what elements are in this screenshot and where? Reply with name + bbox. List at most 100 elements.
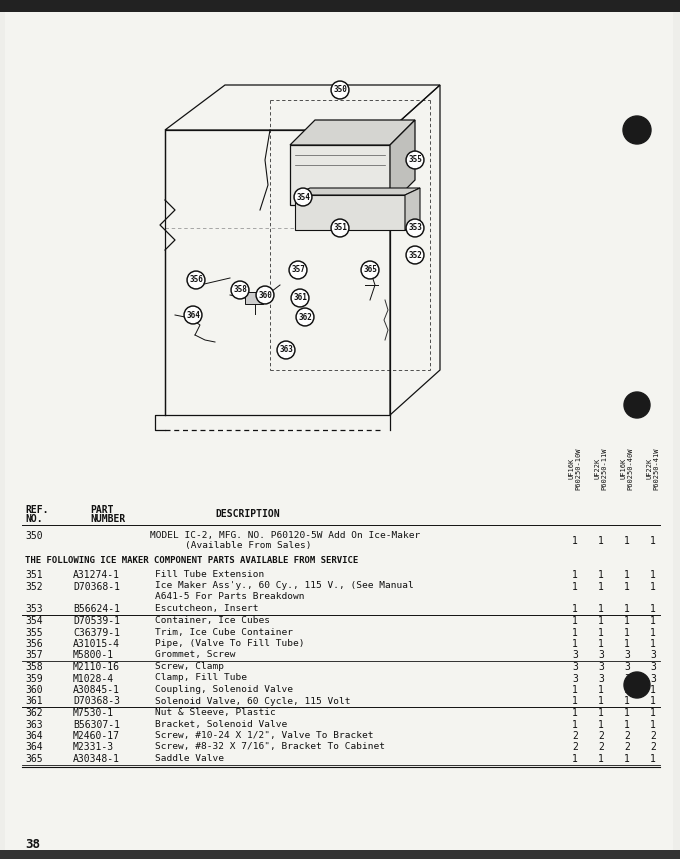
Text: REF.: REF.: [25, 505, 48, 515]
Text: 1: 1: [598, 708, 604, 718]
Text: A31274-1: A31274-1: [73, 570, 120, 580]
Polygon shape: [295, 195, 405, 230]
Text: 2: 2: [572, 731, 578, 741]
Circle shape: [333, 221, 347, 235]
Text: 355: 355: [408, 155, 422, 165]
Text: 355: 355: [25, 628, 43, 637]
Circle shape: [187, 271, 205, 289]
Polygon shape: [290, 145, 390, 205]
Text: Grommet, Screw: Grommet, Screw: [155, 650, 235, 660]
Text: 3: 3: [650, 673, 656, 684]
Text: 1: 1: [598, 605, 604, 614]
Text: Trim, Ice Cube Container: Trim, Ice Cube Container: [155, 628, 293, 637]
Text: 1: 1: [624, 685, 630, 695]
Circle shape: [256, 286, 274, 304]
Circle shape: [289, 261, 307, 279]
Text: 1: 1: [624, 708, 630, 718]
Text: 1: 1: [624, 720, 630, 729]
Text: 1: 1: [598, 754, 604, 764]
Text: 38: 38: [25, 838, 40, 851]
Text: 1: 1: [572, 616, 578, 626]
Text: 362: 362: [25, 708, 43, 718]
Text: PART: PART: [90, 505, 114, 515]
Text: 362: 362: [298, 313, 312, 321]
Circle shape: [188, 272, 203, 288]
Text: Ice Maker Ass'y., 60 Cy., 115 V., (See Manual: Ice Maker Ass'y., 60 Cy., 115 V., (See M…: [155, 582, 413, 590]
Circle shape: [361, 261, 379, 279]
Text: Clamp, Fill Tube: Clamp, Fill Tube: [155, 673, 247, 683]
Text: 1: 1: [650, 639, 656, 649]
Circle shape: [406, 219, 424, 237]
Text: 1: 1: [650, 605, 656, 614]
Text: 3: 3: [598, 662, 604, 672]
Text: Nut & Sleeve, Plastic: Nut & Sleeve, Plastic: [155, 708, 276, 717]
Text: 1: 1: [598, 697, 604, 706]
Text: M1028-4: M1028-4: [73, 673, 114, 684]
Text: 1: 1: [650, 720, 656, 729]
Circle shape: [258, 288, 273, 302]
Text: 351: 351: [25, 570, 43, 580]
Text: 359: 359: [25, 673, 43, 684]
Circle shape: [277, 341, 295, 359]
Text: 3: 3: [650, 662, 656, 672]
Text: 1: 1: [572, 536, 578, 546]
Text: C36379-1: C36379-1: [73, 628, 120, 637]
Text: Bracket, Solenoid Valve: Bracket, Solenoid Valve: [155, 720, 287, 728]
Text: 1: 1: [624, 605, 630, 614]
Text: D70368-1: D70368-1: [73, 582, 120, 592]
Text: 1: 1: [598, 582, 604, 592]
Text: 3: 3: [572, 650, 578, 661]
Text: 2: 2: [572, 742, 578, 752]
Text: 1: 1: [650, 536, 656, 546]
Text: Fill Tube Extension: Fill Tube Extension: [155, 570, 265, 579]
Circle shape: [407, 153, 422, 168]
Text: 1: 1: [624, 628, 630, 637]
Text: 360: 360: [258, 290, 272, 300]
Text: 1: 1: [572, 685, 578, 695]
Text: 363: 363: [279, 345, 293, 355]
Text: 1: 1: [598, 628, 604, 637]
Text: 365: 365: [25, 754, 43, 764]
Text: 358: 358: [25, 662, 43, 672]
Text: 364: 364: [25, 742, 43, 752]
Text: 363: 363: [25, 720, 43, 729]
Circle shape: [331, 219, 349, 237]
Circle shape: [331, 81, 349, 99]
Text: 1: 1: [624, 616, 630, 626]
Text: Escutcheon, Insert: Escutcheon, Insert: [155, 605, 258, 613]
Text: 2: 2: [598, 742, 604, 752]
Text: 1: 1: [624, 697, 630, 706]
Text: 2: 2: [624, 731, 630, 741]
Text: 1: 1: [598, 570, 604, 580]
Text: 1: 1: [572, 605, 578, 614]
Text: B56307-1: B56307-1: [73, 720, 120, 729]
Text: 1: 1: [650, 697, 656, 706]
Text: M2110-16: M2110-16: [73, 662, 120, 672]
Text: Screw, #8-32 X 7/16", Bracket To Cabinet: Screw, #8-32 X 7/16", Bracket To Cabinet: [155, 742, 385, 752]
Text: 358: 358: [233, 285, 247, 295]
Text: 351: 351: [333, 223, 347, 233]
Text: M2331-3: M2331-3: [73, 742, 114, 752]
Circle shape: [186, 308, 201, 322]
Text: 353: 353: [25, 605, 43, 614]
Text: 356: 356: [25, 639, 43, 649]
Text: M5800-1: M5800-1: [73, 650, 114, 661]
Text: A30348-1: A30348-1: [73, 754, 120, 764]
Circle shape: [290, 263, 305, 277]
Text: Screw, #10-24 X 1/2", Valve To Bracket: Screw, #10-24 X 1/2", Valve To Bracket: [155, 731, 373, 740]
Circle shape: [362, 263, 377, 277]
Text: Saddle Valve: Saddle Valve: [155, 754, 224, 763]
Circle shape: [623, 116, 651, 144]
Circle shape: [624, 672, 650, 698]
Text: UF22K
P60250-41W: UF22K P60250-41W: [647, 448, 660, 490]
Text: 1: 1: [650, 708, 656, 718]
Text: 1: 1: [572, 754, 578, 764]
Text: Pipe, (Valve To Fill Tube): Pipe, (Valve To Fill Tube): [155, 639, 305, 648]
Text: 357: 357: [25, 650, 43, 661]
Text: A641-5 For Parts Breakdown: A641-5 For Parts Breakdown: [155, 592, 305, 601]
Text: (Available From Sales): (Available From Sales): [185, 541, 311, 550]
Text: 3: 3: [624, 662, 630, 672]
Text: 1: 1: [650, 754, 656, 764]
Text: Solenoid Valve, 60 Cycle, 115 Volt: Solenoid Valve, 60 Cycle, 115 Volt: [155, 697, 350, 705]
Circle shape: [233, 283, 248, 297]
